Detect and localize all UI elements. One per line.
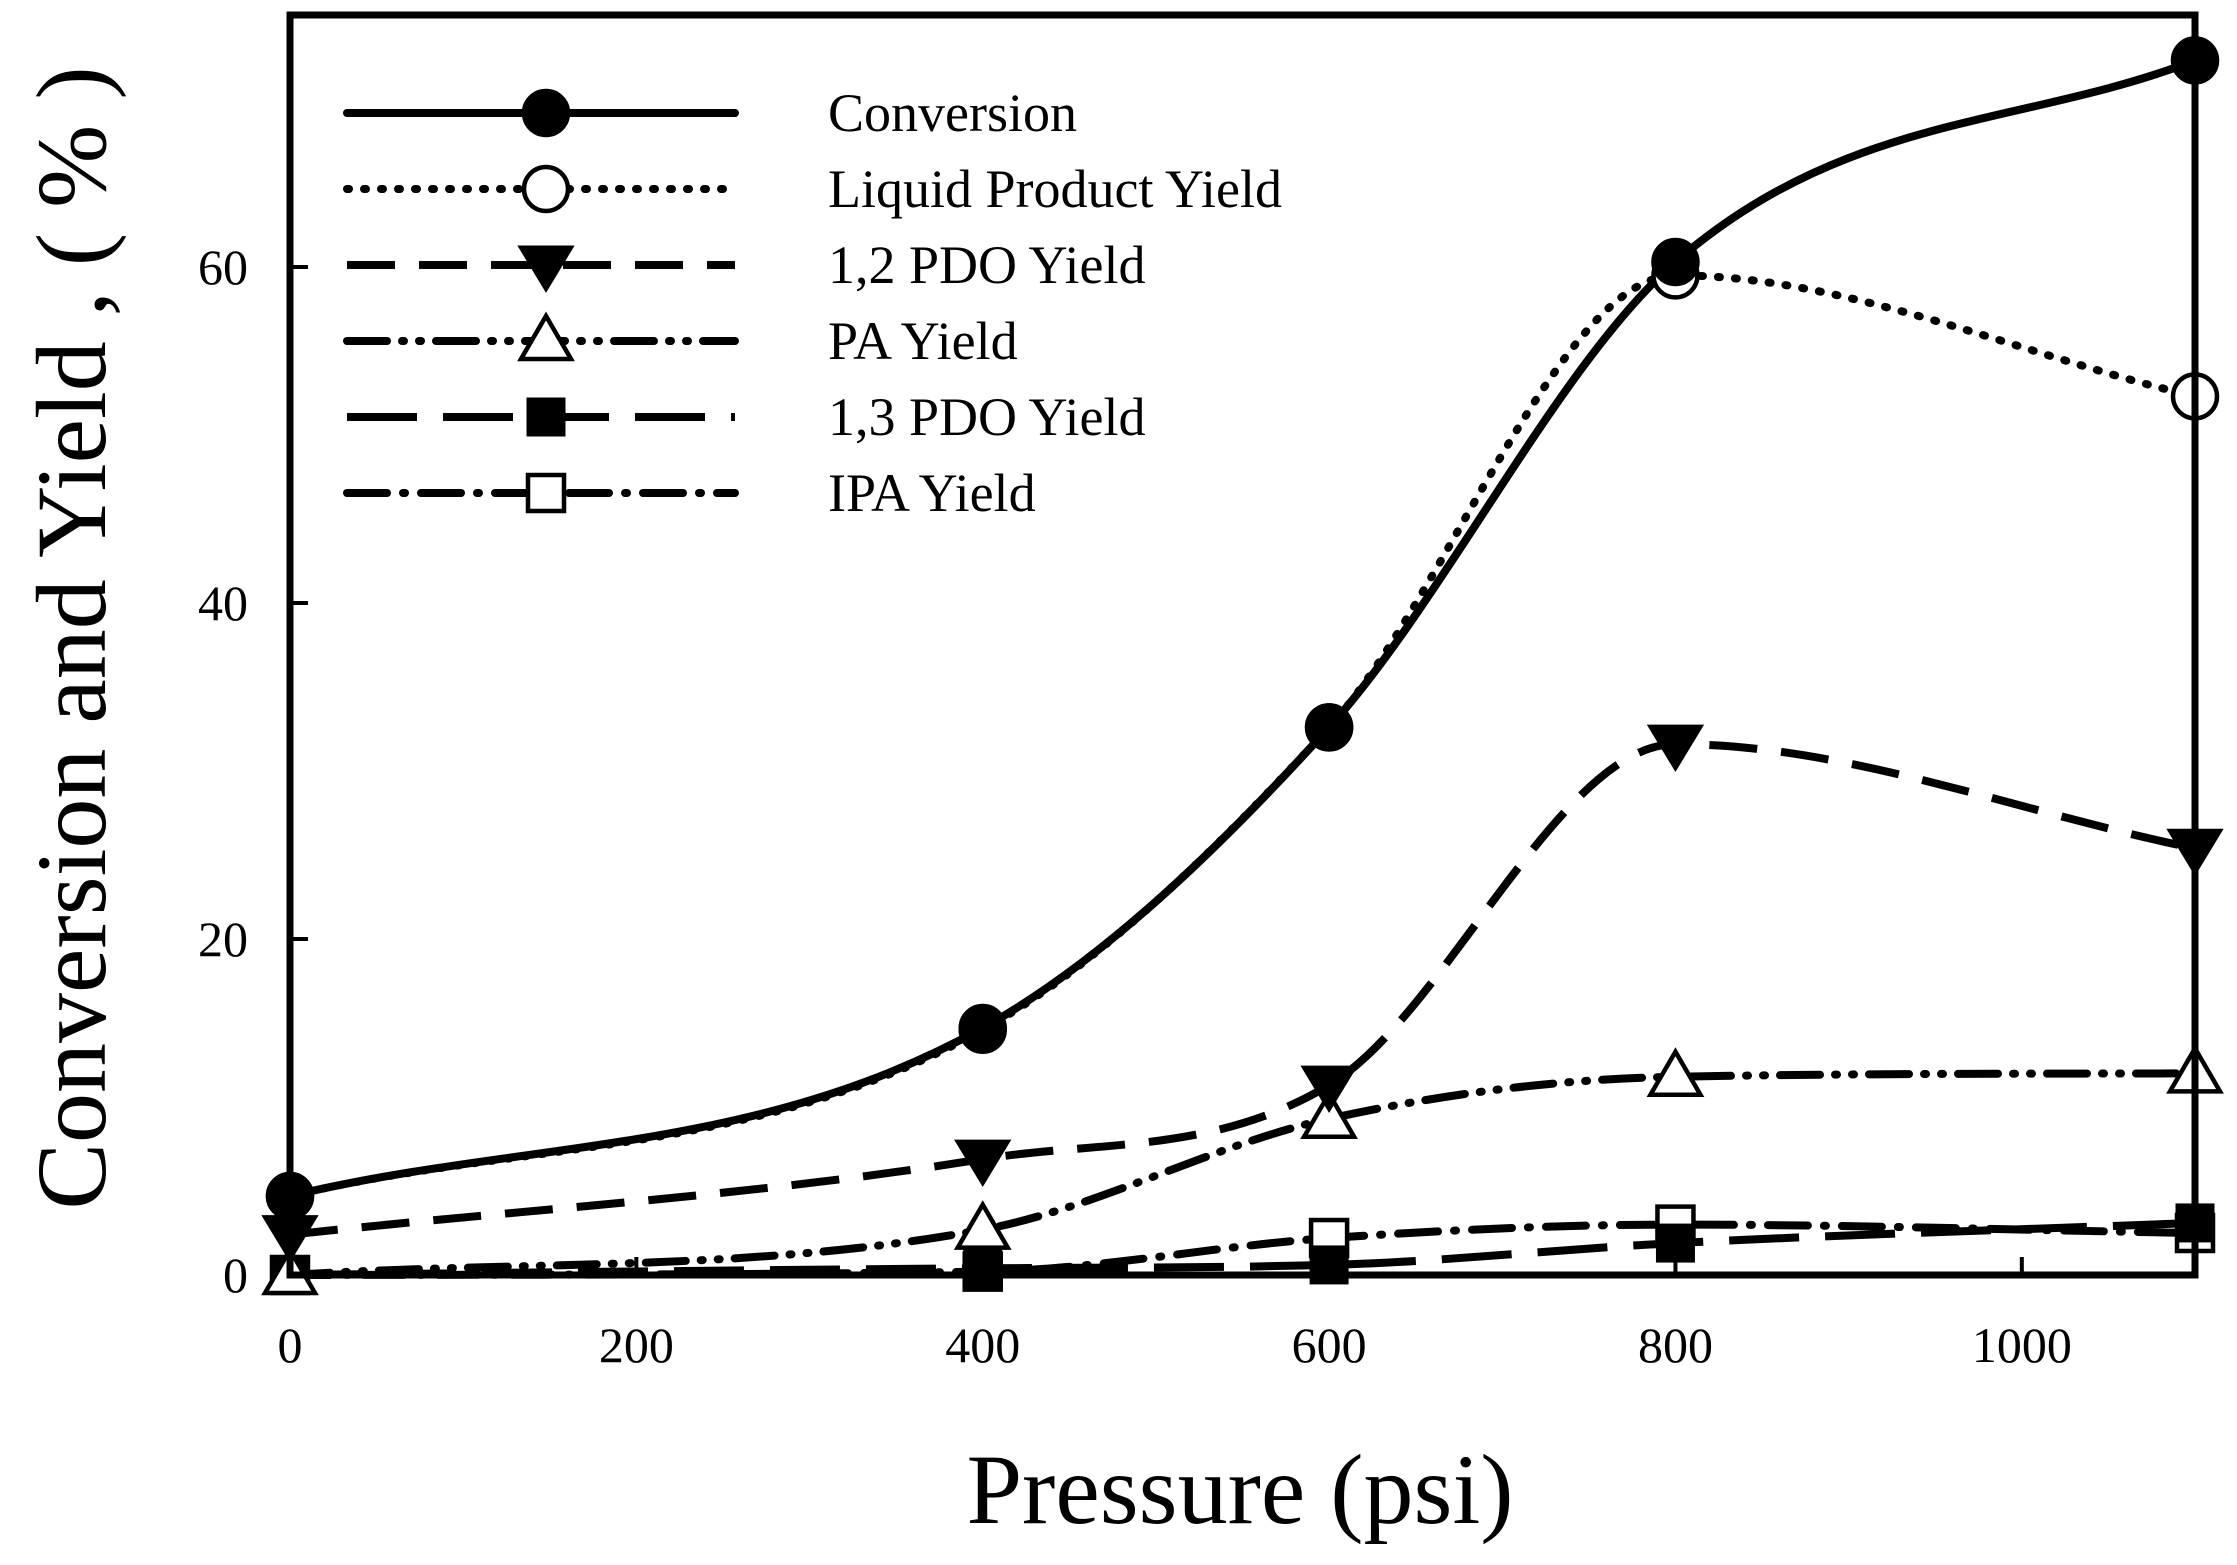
plot-frame — [286, 11, 2199, 1279]
y-tick-label-60: 60 — [198, 239, 248, 295]
data-point-pa-yield-400 — [953, 1200, 1012, 1250]
legend: Conversion Liquid Product Yield 1,2 PDO Yi… — [343, 83, 1282, 523]
legend-marker-conversion — [521, 88, 571, 138]
axis-ticks: 0 200 400 600 800 1000 0 20 40 60 — [198, 239, 2072, 1373]
y-tick-label-20: 20 — [198, 911, 248, 967]
data-point-conversion-600 — [1304, 703, 1354, 752]
legend-label-1-2-pdo-yield: 1,2 PDO Yield — [828, 235, 1146, 295]
series-line-conversion — [286, 56, 2199, 1201]
legend-marker-1-3-pdo-yield — [526, 397, 566, 437]
y-tick-label-0: 0 — [223, 1247, 248, 1303]
series-line-pa-yield — [286, 1069, 2199, 1279]
series-curves — [286, 56, 2199, 1279]
legend-marker-pa-yield — [517, 311, 575, 362]
legend-label-conversion: Conversion — [828, 83, 1077, 143]
y-tick-label-40: 40 — [198, 575, 248, 631]
legend-label-pa-yield: PA Yield — [828, 311, 1018, 371]
legend-label-1-3-pdo-yield: 1,3 PDO Yield — [828, 387, 1146, 447]
legend-label-ipa-yield: IPA Yield — [828, 463, 1036, 523]
x-tick-label-1000: 1000 — [1972, 1317, 2072, 1373]
x-tick-label-800: 800 — [1638, 1317, 1713, 1373]
x-tick-label-400: 400 — [945, 1317, 1020, 1373]
data-point-1-2-pdo-yield-400 — [954, 1139, 1012, 1187]
data-point-1-2-pdo-yield-800 — [1646, 724, 1705, 773]
legend-marker-1-2-pdo-yield — [517, 245, 575, 293]
legend-label-liquid-product-yield: Liquid Product Yield — [828, 159, 1282, 219]
x-tick-label-600: 600 — [1292, 1317, 1367, 1373]
data-point-conversion-800 — [1651, 237, 1700, 287]
data-point-conversion-400 — [958, 1003, 1007, 1053]
x-axis-title: Pressure (psi) — [966, 1434, 1513, 1545]
data-point-pa-yield-800 — [1646, 1047, 1705, 1098]
legend-marker-ipa-yield — [525, 472, 567, 514]
y-axis-title: Conversion and Yield , ( % ) — [16, 66, 127, 1209]
series-markers — [261, 36, 2224, 1296]
data-point-1-2-pdo-yield-600 — [1300, 1065, 1358, 1114]
x-tick-label-0: 0 — [278, 1317, 303, 1373]
x-tick-label-200: 200 — [599, 1317, 674, 1373]
data-point-1-3-pdo-yield-800 — [1655, 1223, 1695, 1263]
data-point-pa-yield-600 — [1300, 1089, 1359, 1140]
legend-marker-liquid-product-yield — [521, 164, 571, 214]
